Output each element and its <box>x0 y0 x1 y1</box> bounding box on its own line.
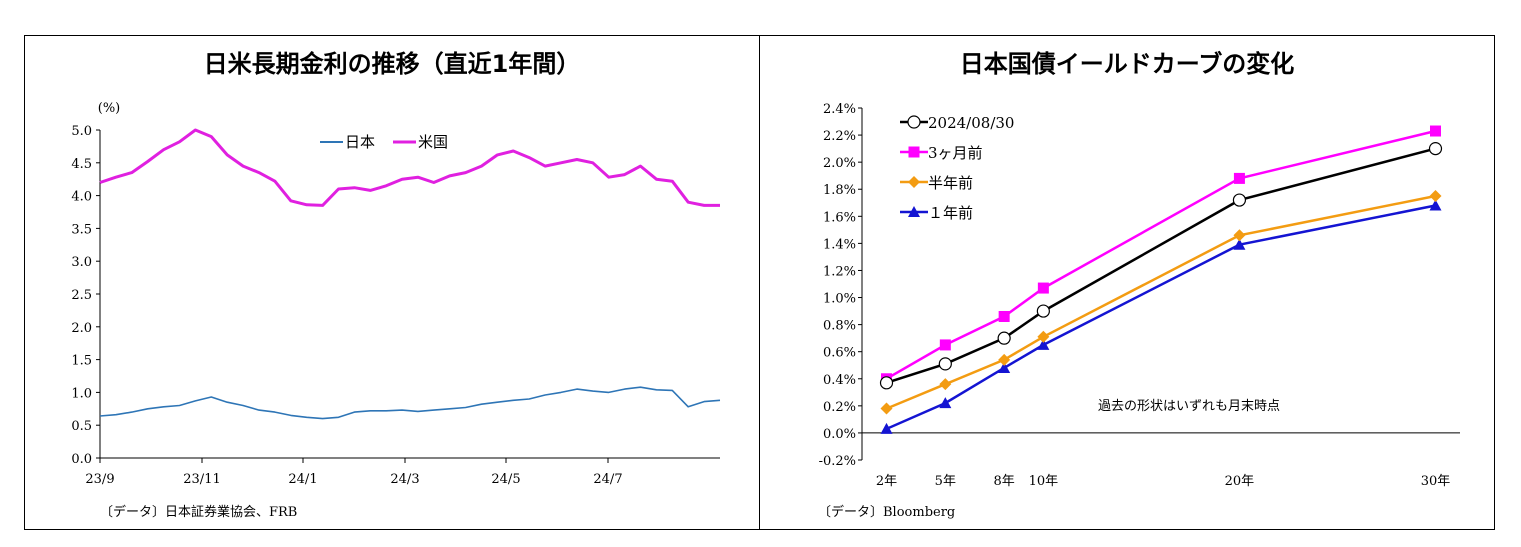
left-chart-panel: 日米長期金利の推移（直近1年間） (%) 0.0 0.5 1.0 1.5 2.0 2.5 3… <box>24 35 760 530</box>
y-tick-label: 0.0 <box>71 452 92 467</box>
x-tick-label: 23/11 <box>183 472 220 487</box>
chart-title: 日本国債イールドカーブの変化 <box>960 50 1295 78</box>
series-line-us <box>99 128 720 207</box>
data-point <box>939 378 952 391</box>
data-point <box>880 402 893 415</box>
series-line <box>886 147 1436 384</box>
data-point <box>1429 125 1441 137</box>
x-tick-label: 5年 <box>935 474 956 489</box>
y-tick-label: 0.5 <box>71 419 92 434</box>
data-point <box>939 397 952 409</box>
data-point <box>908 176 920 188</box>
data-point <box>908 146 920 158</box>
legend-us-label: 米国 <box>418 133 448 151</box>
chart-title: 日米長期金利の推移（直近1年間） <box>204 50 581 78</box>
data-point <box>1428 142 1443 156</box>
rate-history-chart: 日米長期金利の推移（直近1年間） (%) 0.0 0.5 1.0 1.5 2.0 2.5 3… <box>71 50 721 520</box>
data-point <box>1429 199 1442 211</box>
x-tick-label: 24/3 <box>390 472 419 487</box>
data-point <box>1036 304 1050 318</box>
legend-label: 2024/08/30 <box>928 114 1014 132</box>
y-tick-label: 1.5 <box>71 354 92 369</box>
right-chart-panel: 日本国債イールドカーブの変化 -0.2% 0.0% 0.2% 0.4% 0.6% 0.8%… <box>759 35 1495 530</box>
y-tick-label: 0.0% <box>823 427 856 442</box>
data-point <box>998 353 1011 366</box>
legend-label: 半年前 <box>928 174 973 192</box>
y-tick-label: 1.4% <box>823 237 856 252</box>
x-tick-label: 20年 <box>1225 474 1255 489</box>
series-line <box>885 129 1436 380</box>
y-tick-label: -0.2% <box>819 454 856 469</box>
data-point <box>939 339 951 351</box>
x-tick-label: 24/7 <box>593 472 622 487</box>
legend-label: １年前 <box>928 204 973 222</box>
x-tick-label: 2年 <box>876 474 897 489</box>
data-point <box>879 376 894 390</box>
data-point <box>1037 330 1050 343</box>
y-tick-label: 1.0 <box>71 386 92 401</box>
chart-note: 過去の形状はいずれも月末時点 <box>1098 399 1280 414</box>
x-tick-label: 8年 <box>994 474 1015 489</box>
source-note: 〔データ〕日本証券業協会、FRB <box>100 504 297 520</box>
y-tick-label: 2.0 <box>71 321 92 336</box>
data-point <box>1233 172 1245 184</box>
y-tick-label: 4.0 <box>71 190 92 205</box>
y-tick-label: 0.4% <box>823 373 856 388</box>
y-tick-label: 2.4% <box>823 102 856 117</box>
x-tick-label: 30年 <box>1421 474 1451 489</box>
data-point <box>1429 190 1442 202</box>
y-tick-label: 2.0% <box>823 156 856 171</box>
data-point <box>907 115 921 129</box>
y-tick-label: 1.2% <box>823 264 856 279</box>
data-point <box>1232 193 1247 207</box>
y-tick-label: 0.6% <box>823 346 856 361</box>
data-point <box>997 331 1011 345</box>
legend-japan-label: 日本 <box>345 133 375 151</box>
y-unit-label: (%) <box>98 101 121 116</box>
y-tick-label: 1.6% <box>823 210 856 225</box>
y-tick-label: 3.0 <box>71 255 92 270</box>
data-point <box>908 206 920 217</box>
data-point <box>1037 282 1049 294</box>
y-tick-label: 0.2% <box>823 400 856 415</box>
legend: 日本 米国 <box>320 133 448 151</box>
data-point <box>1233 229 1246 242</box>
source-note: 〔データ〕Bloomberg <box>818 504 955 520</box>
series-line-japan <box>99 386 721 420</box>
data-point <box>938 357 952 371</box>
y-tick-label: 2.5 <box>71 288 92 303</box>
yield-curve-chart: 日本国債イールドカーブの変化 -0.2% 0.0% 0.2% 0.4% 0.6% 0.8%… <box>818 50 1460 520</box>
y-tick-label: 2.2% <box>823 129 856 144</box>
y-tick-label: 3.5 <box>71 222 92 237</box>
y-tick-label: 5.0 <box>71 124 92 139</box>
y-tick-label: 1.8% <box>823 183 856 198</box>
y-tick-label: 1.0% <box>823 292 856 307</box>
data-point <box>1037 338 1050 350</box>
series-line <box>886 194 1436 410</box>
x-tick-label: 24/1 <box>288 472 317 487</box>
legend-label: 3ヶ月前 <box>928 144 983 162</box>
x-tick-label: 10年 <box>1029 474 1059 489</box>
y-tick-label: 4.5 <box>71 157 92 172</box>
data-point <box>880 422 893 434</box>
data-point <box>998 361 1011 373</box>
data-point <box>1233 238 1246 250</box>
y-tick-label: 0.8% <box>823 319 856 334</box>
data-point <box>998 310 1010 322</box>
x-tick-label: 24/5 <box>491 472 520 487</box>
series-line <box>885 204 1436 431</box>
x-tick-label: 23/9 <box>85 472 114 487</box>
